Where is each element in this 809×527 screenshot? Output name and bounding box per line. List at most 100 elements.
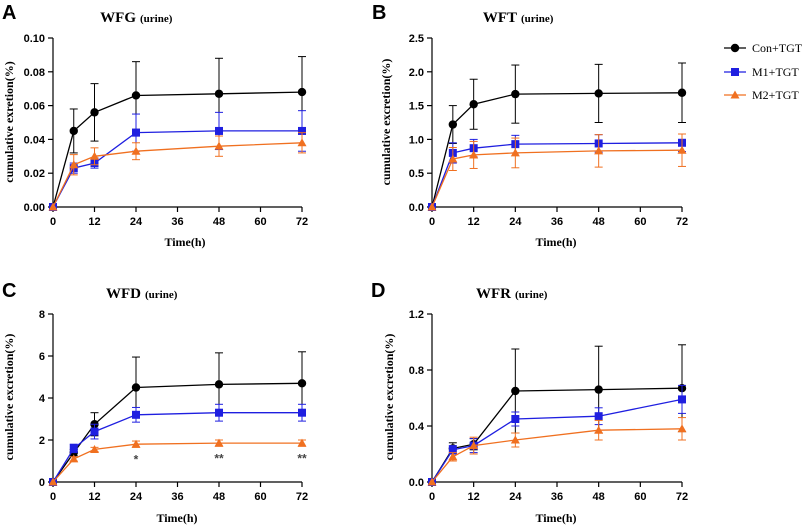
data-point-con	[594, 385, 603, 394]
data-point-con	[677, 88, 687, 97]
data-point-m1	[132, 128, 140, 137]
x-axis-label-b: Time(h)	[535, 235, 576, 249]
y-tick-label: 2.5	[409, 33, 424, 45]
data-point-m2	[69, 160, 79, 169]
y-tick-label: 0.08	[24, 67, 45, 79]
data-point-con	[69, 126, 78, 136]
data-point-m2	[510, 148, 520, 157]
plot-area-b: 0.0 0.5 1.0 1.5 2.0 2.5 0 12 24 36 48 60 72	[409, 33, 688, 228]
panel-letter-d: D	[371, 280, 385, 302]
x-tick-label: 0	[50, 216, 56, 228]
x-axis-label-d: Time(h)	[535, 511, 576, 525]
plot-area-d: 0.0 0.4 0.8 1.2 0 12 24 36 48 60 72	[409, 309, 688, 503]
x-tick-label: 36	[171, 491, 183, 503]
data-point-m2	[131, 439, 141, 448]
x-tick-label: 0	[50, 491, 56, 503]
series-line-m1	[52, 412, 302, 483]
y-axis-label-a: cumulative exretion(%)	[2, 61, 16, 182]
y-axis-label-d: cumulative excretion(%)	[382, 334, 396, 461]
y-axis-label-b: cumulative excretion(%)	[379, 59, 393, 186]
data-point-m2	[448, 154, 458, 163]
panel-title-b: WFT	[483, 10, 517, 26]
significance-marker: *	[134, 452, 139, 466]
x-tick-label: 36	[551, 491, 563, 503]
y-tick-label: 1.5	[409, 101, 424, 113]
y-tick-label: 0.0	[409, 477, 424, 489]
y-tick-label: 1.2	[409, 309, 424, 321]
x-tick-label: 48	[593, 491, 605, 503]
data-point-con	[448, 120, 458, 129]
y-tick-label: 0.0	[409, 202, 424, 214]
x-tick-label: 24	[130, 216, 143, 228]
data-point-con	[469, 100, 478, 109]
x-tick-label: 0	[429, 491, 435, 503]
series-line-con	[52, 382, 303, 483]
x-tick-label: 12	[88, 216, 100, 228]
data-point-m2	[448, 452, 458, 461]
x-tick-label: 72	[296, 216, 308, 228]
series-line-m2	[52, 142, 303, 208]
series-line-m2	[431, 149, 683, 208]
data-point-m1	[215, 126, 223, 135]
x-axis-label-c: Time(h)	[156, 511, 197, 525]
y-tick-label: 0.00	[24, 202, 45, 214]
x-tick-label: 48	[213, 216, 225, 228]
x-tick-label: 12	[468, 491, 480, 503]
y-tick-label: 6	[39, 351, 45, 363]
y-tick-label: 0.04	[24, 134, 46, 146]
data-point-m2	[90, 151, 99, 160]
data-point-m1	[678, 395, 686, 404]
data-point-m2	[469, 150, 479, 159]
significance-marker: **	[214, 451, 224, 465]
panel-title-suffix-d: (urine)	[515, 289, 548, 301]
data-point-m1	[215, 408, 223, 417]
y-tick-label: 8	[39, 309, 45, 321]
data-point-m2	[427, 477, 437, 486]
data-point-con	[297, 379, 307, 388]
panel-letter-b: B	[372, 2, 386, 24]
data-point-m2	[427, 202, 437, 211]
legend-label-con: Con+TGT	[752, 41, 803, 55]
legend-label-m2: M2+TGT	[752, 88, 799, 102]
data-point-m2	[214, 141, 224, 150]
panel-title-suffix-a: (urine)	[140, 13, 173, 25]
x-tick-label: 60	[254, 216, 266, 228]
x-tick-label: 12	[88, 491, 100, 503]
panel-title-a: WFG	[100, 10, 136, 26]
y-tick-label: 0.10	[24, 33, 45, 45]
x-tick-label: 60	[634, 216, 646, 228]
panel-title-suffix-c: (urine)	[145, 289, 178, 301]
data-point-m2	[131, 146, 141, 155]
data-point-m2	[69, 454, 79, 463]
significance-marker: **	[297, 451, 307, 465]
data-point-con	[297, 87, 307, 97]
y-tick-label: 1.0	[409, 134, 424, 146]
series-line-m2	[431, 428, 683, 483]
x-tick-label: 60	[634, 491, 646, 503]
panel-title-d: WFR	[476, 286, 511, 302]
y-tick-label: 2.0	[409, 67, 424, 79]
panel-title-c: WFD	[106, 286, 141, 302]
data-point-m1	[90, 427, 99, 436]
x-tick-label: 48	[593, 216, 605, 228]
data-point-m1	[132, 410, 140, 419]
x-tick-label: 36	[171, 216, 183, 228]
x-tick-label: 72	[676, 491, 688, 503]
data-point-m2	[214, 438, 224, 447]
legend-label-m1: M1+TGT	[752, 65, 799, 79]
x-tick-label: 60	[254, 491, 266, 503]
y-tick-label: 0.4	[409, 421, 425, 433]
legend-marker-con	[730, 43, 740, 53]
x-tick-label: 72	[296, 491, 308, 503]
data-point-m2	[297, 138, 307, 147]
x-tick-label: 24	[130, 491, 143, 503]
data-point-con	[90, 108, 99, 117]
data-point-m1	[448, 445, 457, 454]
legend: Con+TGT M1+TGT M2+TGT	[724, 41, 803, 102]
data-point-con	[131, 91, 141, 100]
y-tick-label: 4	[39, 393, 46, 405]
data-point-m2	[594, 425, 604, 434]
data-point-m1	[594, 412, 603, 421]
data-point-m2	[48, 202, 58, 211]
